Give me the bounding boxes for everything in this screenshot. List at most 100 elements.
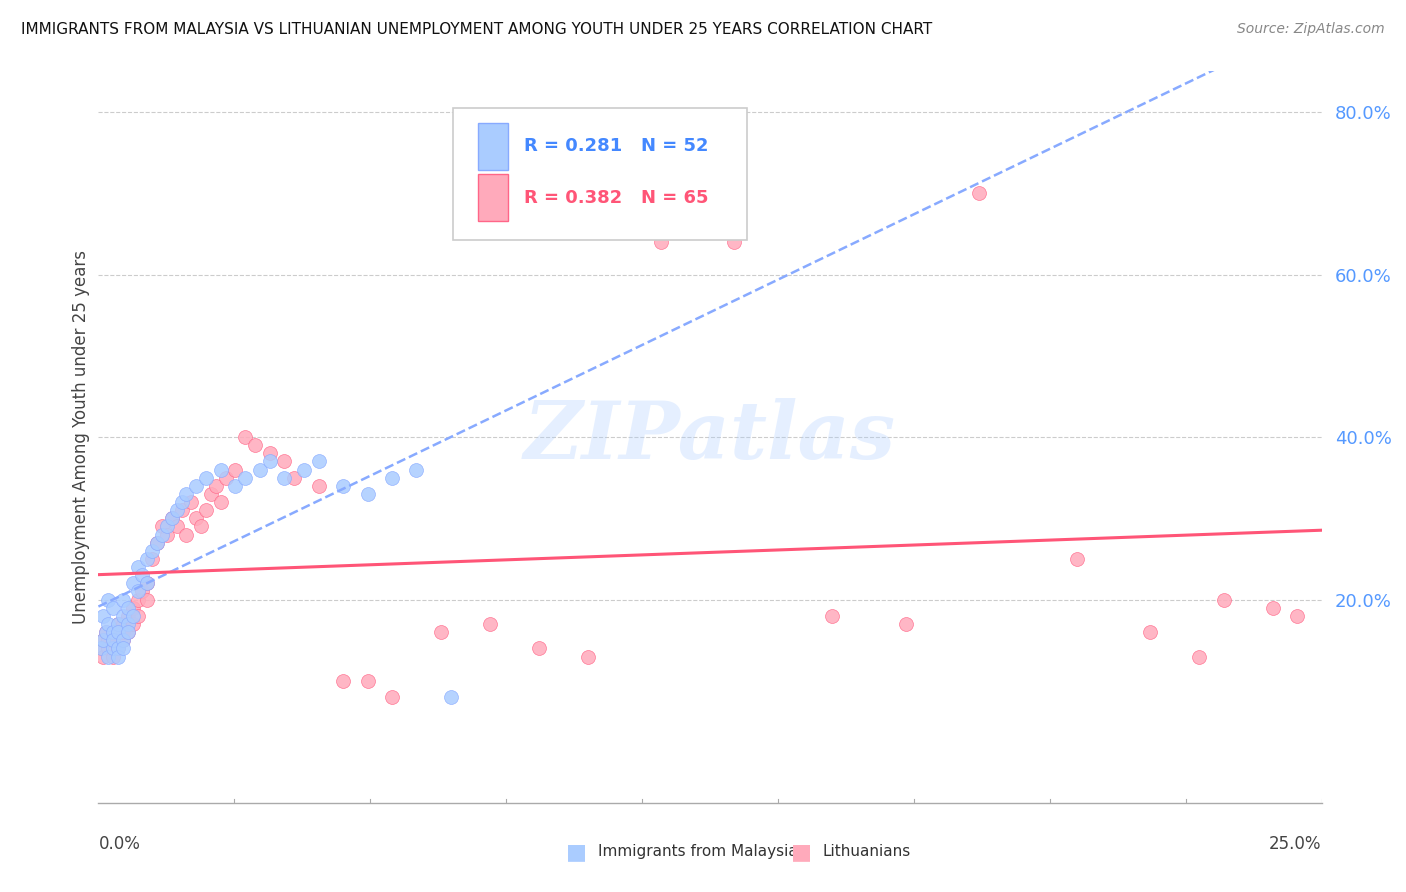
Point [1139,625,1161,640]
Point [136,576,159,591]
Point [150,519,173,533]
Point [101,625,124,640]
Point [224,479,246,493]
Point [1212,592,1234,607]
Text: 0.0%: 0.0% [98,835,141,854]
Point [1066,552,1088,566]
Point [90,641,112,656]
Point [111,617,134,632]
Text: Immigrants from Malaysia: Immigrants from Malaysia [598,845,797,859]
Point [117,600,139,615]
Point [186,479,208,493]
Point [166,519,188,533]
Point [381,471,404,485]
Point [101,649,124,664]
Point [967,186,990,201]
Point [650,235,672,249]
Point [1261,600,1284,615]
Point [166,503,188,517]
Point [136,576,159,591]
Point [190,519,212,533]
Point [91,649,114,664]
Text: IMMIGRANTS FROM MALAYSIA VS LITHUANIAN UNEMPLOYMENT AMONG YOUTH UNDER 25 YEARS C: IMMIGRANTS FROM MALAYSIA VS LITHUANIAN U… [21,22,932,37]
Point [97,649,120,664]
Point [180,495,202,509]
Point [356,487,378,501]
Point [176,487,198,501]
Point [101,633,124,648]
Point [405,462,427,476]
Point [136,552,159,566]
Point [527,641,550,656]
Point [292,462,315,476]
Point [894,617,917,632]
Point [156,527,179,541]
Point [195,503,218,517]
Point [233,471,256,485]
Point [478,617,501,632]
Point [117,625,139,640]
Point [259,454,281,468]
Point [170,503,193,517]
Point [117,625,139,640]
Point [121,600,143,615]
Point [273,471,295,485]
Point [308,454,330,468]
Point [111,608,134,623]
Point [205,479,228,493]
Point [1188,649,1211,664]
Point [111,633,134,648]
Point [111,641,134,656]
Point [117,608,139,623]
Text: R = 0.281   N = 52: R = 0.281 N = 52 [524,137,709,155]
Point [233,430,256,444]
Point [127,608,149,623]
Point [97,633,120,648]
Point [176,527,198,541]
FancyBboxPatch shape [453,108,747,240]
Point [91,608,114,623]
Point [1286,608,1309,623]
Point [111,633,134,648]
Point [243,438,266,452]
Point [160,511,183,525]
Point [97,592,120,607]
Point [107,625,129,640]
Point [107,641,129,656]
Point [94,625,117,640]
Point [101,633,124,648]
Point [146,535,169,549]
Point [101,641,124,656]
Point [249,462,271,476]
Point [259,446,281,460]
Point [121,617,143,632]
Point [186,511,208,525]
Point [131,568,153,582]
Point [107,617,129,632]
Point [107,625,129,640]
Text: ■: ■ [792,842,811,862]
Point [107,641,129,656]
Point [107,617,129,632]
Point [91,633,114,648]
Point [117,617,139,632]
Point [332,673,354,688]
Point [214,471,236,485]
Point [200,487,222,501]
Point [127,560,149,574]
Point [224,462,246,476]
Point [283,471,305,485]
Point [209,495,232,509]
Text: Source: ZipAtlas.com: Source: ZipAtlas.com [1237,22,1385,37]
Point [131,584,153,599]
Point [150,527,173,541]
FancyBboxPatch shape [478,122,508,170]
Point [127,592,149,607]
Point [308,479,330,493]
Point [332,479,354,493]
Point [156,519,179,533]
Y-axis label: Unemployment Among Youth under 25 years: Unemployment Among Youth under 25 years [72,250,90,624]
Text: R = 0.382   N = 65: R = 0.382 N = 65 [524,188,709,207]
Point [90,641,112,656]
Point [107,649,129,664]
